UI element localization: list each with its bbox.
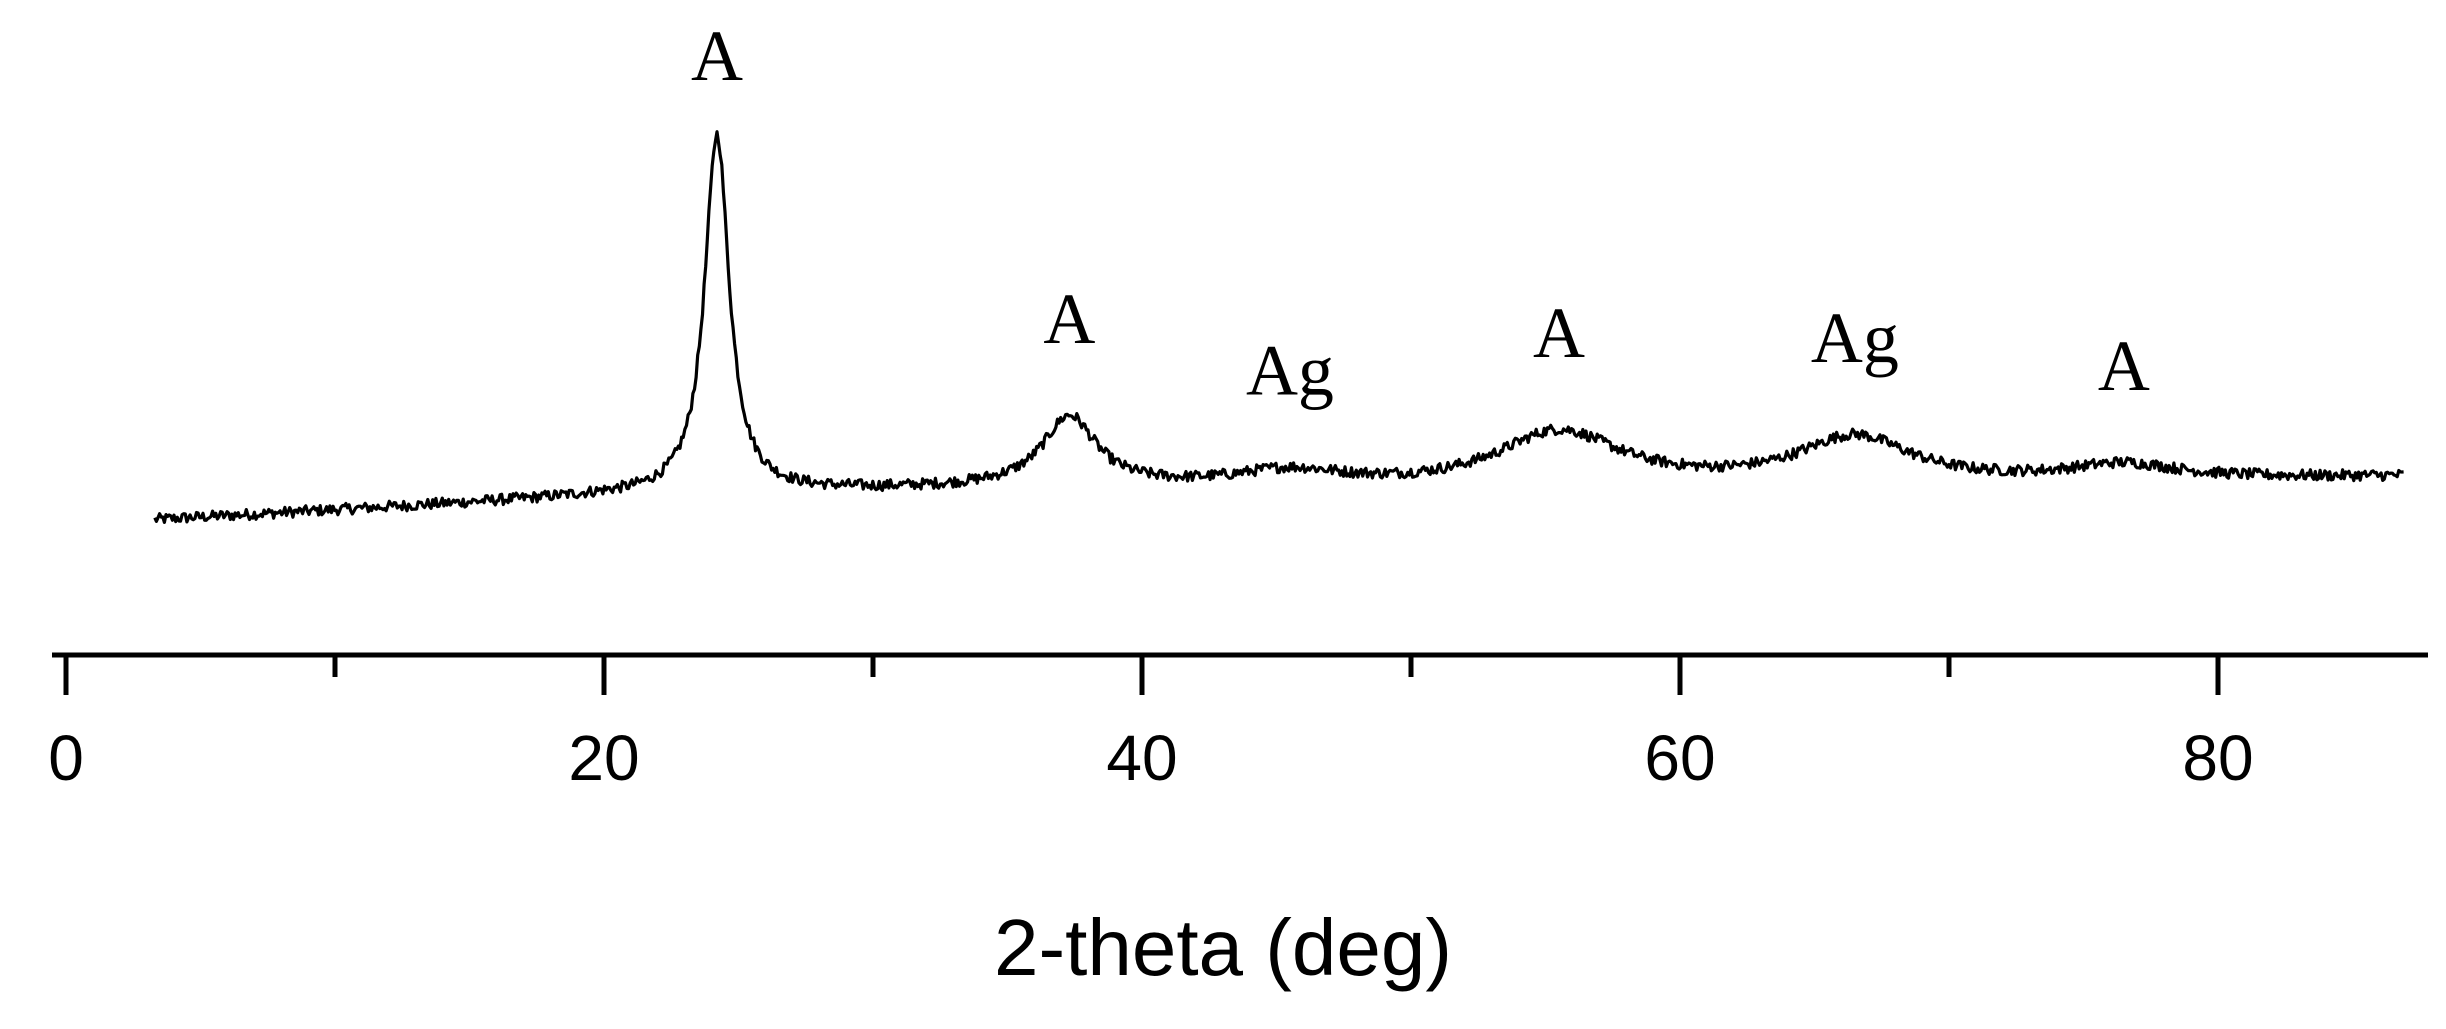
- x-axis-title: 2-theta (deg): [994, 903, 1452, 992]
- peak-label: A: [1533, 293, 1585, 373]
- x-tick-label: 60: [1644, 722, 1715, 794]
- peak-label: A: [691, 16, 743, 96]
- peak-label: A: [1043, 279, 1095, 359]
- peak-label: A: [2098, 326, 2150, 406]
- diffraction-pattern-line: [153, 130, 2404, 524]
- peak-label: Ag: [1811, 298, 1899, 378]
- x-tick-label: 40: [1106, 722, 1177, 794]
- x-tick-label: 80: [2182, 722, 2253, 794]
- peak-label: Ag: [1246, 331, 1334, 411]
- x-tick-label: 0: [48, 722, 84, 794]
- peak-annotations: A A Ag A Ag A: [691, 16, 2150, 411]
- x-tick-label: 20: [568, 722, 639, 794]
- x-axis-ticks: 0 20 40 60 80: [48, 655, 2254, 794]
